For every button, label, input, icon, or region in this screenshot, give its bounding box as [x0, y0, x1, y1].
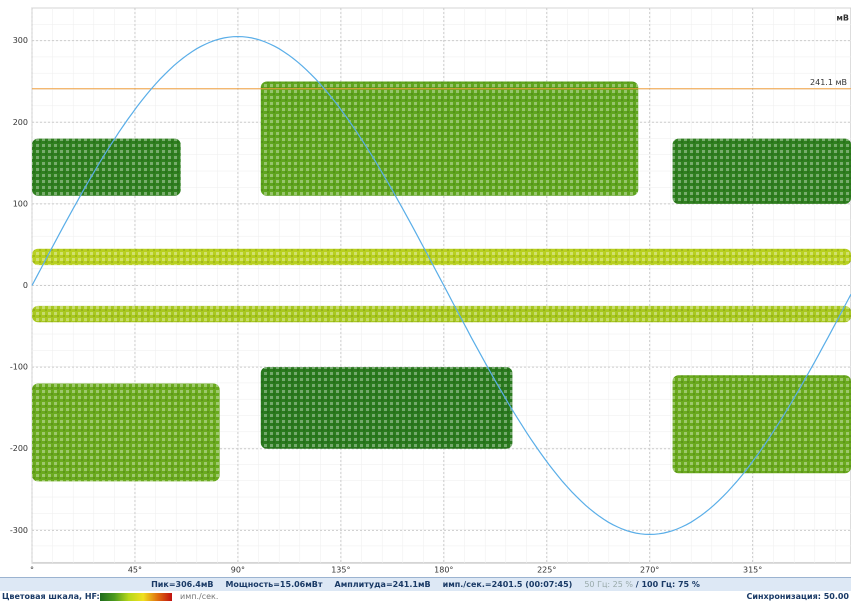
- cluster-texture: [673, 139, 851, 204]
- x-tick-label: 90°: [231, 566, 245, 575]
- cluster-texture: [32, 306, 851, 322]
- x-tick-label: 180°: [434, 566, 453, 575]
- prpd-chart: 300 200 100 0 -100 -200 -300 ° 45° 90° 135° 180° 225…: [0, 0, 851, 577]
- status-bar: Пик=306.4мВ Мощность=15.06мВт Амплитуда=…: [0, 577, 851, 591]
- x-tick-label: 225°: [537, 566, 556, 575]
- unit-label: мВ: [836, 14, 849, 23]
- footer: Цветовая шкала, HF: имп./сек. Синхрониза…: [0, 591, 851, 604]
- color-scale-label: Цветовая шкала, HF:: [2, 592, 100, 601]
- cluster-texture: [261, 81, 638, 195]
- cluster-texture: [32, 383, 220, 481]
- scale-unit: имп./сек.: [180, 592, 218, 601]
- y-tick-label: 300: [13, 36, 28, 45]
- x-tick-label: 45°: [128, 566, 142, 575]
- y-tick-label: -100: [10, 363, 28, 372]
- y-tick-label: 0: [23, 281, 28, 290]
- freq-100: / 100 Гц: 75 %: [636, 580, 700, 589]
- x-tick-label: 315°: [743, 566, 762, 575]
- x-tick-label: 135°: [331, 566, 350, 575]
- amplitude: Амплитуда=241.1мВ: [335, 580, 431, 589]
- y-tick-label: -300: [10, 526, 28, 535]
- cluster-texture: [673, 375, 851, 473]
- cluster-texture: [261, 367, 513, 449]
- cluster-texture: [32, 139, 181, 196]
- power: Мощность=15.06мВт: [225, 580, 322, 589]
- y-tick-label: -200: [10, 444, 28, 453]
- color-scale: [100, 593, 172, 601]
- app-window: 300 200 100 0 -100 -200 -300 ° 45° 90° 135° 180° 225…: [0, 0, 851, 604]
- cluster-texture: [32, 249, 851, 265]
- y-tick-label: 100: [13, 199, 28, 208]
- freq-50: 50 Гц: 25 %: [584, 580, 633, 589]
- threshold-label: 241.1 мВ: [810, 78, 847, 87]
- x-tick-label: 270°: [640, 566, 659, 575]
- x-tick-label: °: [30, 566, 34, 575]
- sync: Синхронизация: 50.00: [746, 592, 849, 601]
- peak: Пик=306.4мВ: [151, 580, 213, 589]
- pulse-rate: имп./сек.=2401.5 (00:07:45): [443, 580, 573, 589]
- y-tick-label: 200: [13, 118, 28, 127]
